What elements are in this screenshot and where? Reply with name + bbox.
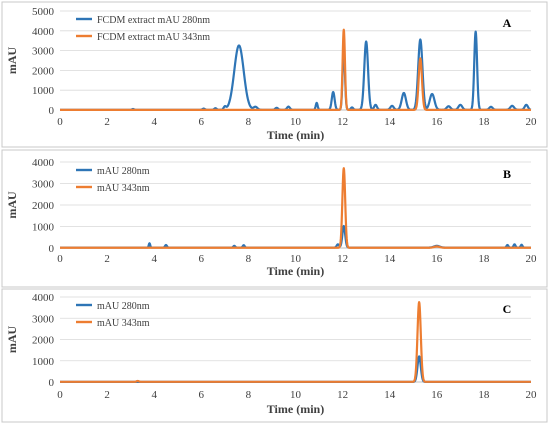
x-tick-label: 18: [478, 389, 490, 401]
legend-label: mAU 343nm: [97, 183, 150, 194]
panel-label: A: [503, 16, 512, 30]
y-tick-label: 0: [49, 105, 55, 117]
x-tick-label: 8: [246, 253, 252, 265]
series-line-343nm: [59, 167, 532, 249]
x-tick-label: 10: [290, 389, 302, 401]
x-tick-label: 2: [104, 253, 110, 265]
y-tick-label: 4000: [32, 26, 55, 38]
x-tick-label: 16: [431, 116, 443, 128]
chart-panel-c: 0 1000 2000 3000 4000 0 2 4 6 8 10 12 14 16 18 20 Time (…: [1, 288, 548, 423]
y-tick-label: 3000: [32, 179, 55, 191]
chart-panel-a: 0 1000 2000 3000 4000 5000 0 2 4 6 8 10 12 14 16 18 20 Ti…: [1, 1, 548, 148]
x-tick-label: 10: [290, 253, 302, 265]
panel-label: B: [503, 167, 511, 181]
x-tick-label: 4: [151, 389, 157, 401]
x-tick-label: 6: [199, 389, 205, 401]
y-tick-label: 0: [49, 377, 55, 389]
x-tick-label: 18: [478, 253, 490, 265]
x-tick-label: 20: [526, 389, 538, 401]
y-axis-title: mAU: [5, 326, 19, 354]
x-axis-title: Time (min): [267, 264, 324, 278]
y-tick-label: 5000: [32, 6, 55, 18]
x-tick-label: 10: [290, 116, 302, 128]
legend-label: FCDM extract mAU 343nm: [97, 32, 210, 43]
x-tick-label: 0: [57, 389, 63, 401]
x-tick-label: 4: [151, 116, 157, 128]
y-tick-label: 2000: [32, 65, 55, 77]
series-line-343nm: [59, 28, 532, 112]
x-tick-label: 20: [526, 116, 538, 128]
x-axis-title: Time (min): [267, 128, 324, 142]
x-tick-label: 20: [526, 253, 538, 265]
x-tick-label: 0: [57, 116, 63, 128]
y-tick-label: 0: [49, 243, 55, 255]
x-tick-label: 16: [431, 389, 443, 401]
x-tick-label: 2: [104, 389, 110, 401]
y-axis-title: mAU: [5, 47, 19, 75]
x-tick-label: 14: [384, 389, 396, 401]
y-tick-label: 1000: [32, 85, 55, 97]
x-tick-label: 12: [337, 116, 348, 128]
y-tick-label: 2000: [32, 335, 55, 347]
legend-label: mAU 280nm: [97, 166, 150, 177]
y-tick-label: 4000: [32, 292, 55, 304]
y-tick-label: 4000: [32, 157, 55, 169]
x-tick-label: 4: [151, 253, 157, 265]
x-tick-label: 14: [384, 116, 396, 128]
x-tick-label: 0: [57, 253, 63, 265]
x-tick-label: 8: [246, 116, 252, 128]
x-tick-label: 8: [246, 389, 252, 401]
x-tick-label: 18: [478, 116, 490, 128]
x-tick-label: 6: [199, 253, 205, 265]
y-tick-label: 1000: [32, 356, 55, 368]
x-tick-label: 6: [199, 116, 205, 128]
y-tick-label: 2000: [32, 200, 55, 212]
series-line-343nm: [59, 301, 532, 383]
x-tick-label: 2: [104, 116, 110, 128]
x-tick-label: 12: [337, 389, 348, 401]
x-axis-title: Time (min): [267, 402, 324, 416]
y-tick-label: 3000: [32, 313, 55, 325]
panel-label: C: [503, 302, 512, 316]
panel-frame: [1, 1, 548, 148]
legend-label: mAU 343nm: [97, 318, 150, 329]
legend-label: FCDM extract mAU 280nm: [97, 15, 210, 26]
y-axis-title: mAU: [5, 191, 19, 219]
panel-frame: [1, 288, 548, 423]
y-tick-label: 1000: [32, 222, 55, 234]
y-tick-label: 3000: [32, 46, 55, 58]
x-tick-label: 16: [431, 253, 443, 265]
panel-frame: [1, 149, 548, 288]
x-tick-label: 14: [384, 253, 396, 265]
x-tick-label: 12: [337, 253, 348, 265]
chart-panel-b: 0 1000 2000 3000 4000 0 2 4 6 8 10 12 14 16 18 20 Time (…: [1, 149, 548, 288]
legend-label: mAU 280nm: [97, 301, 150, 312]
